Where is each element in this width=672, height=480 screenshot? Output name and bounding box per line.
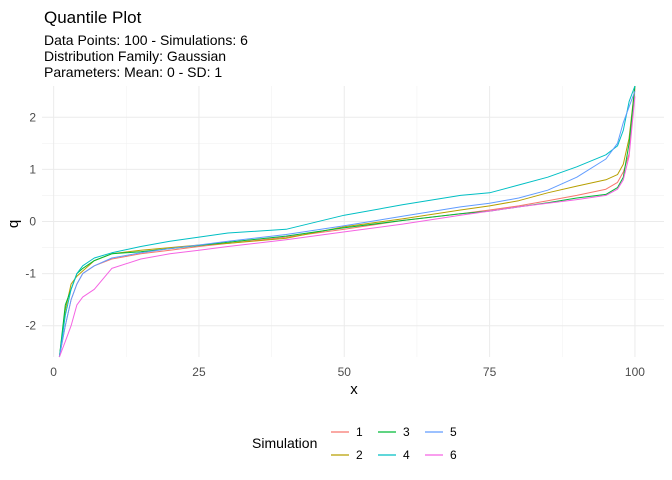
chart-subtitle-line-2: Distribution Family: Gaussian	[44, 48, 226, 64]
x-tick-label: 50	[338, 365, 352, 379]
legend-title: Simulation	[252, 435, 317, 451]
x-axis-ticks: 0 25 50 75 100	[50, 365, 645, 379]
y-tick-label: -1	[25, 267, 36, 281]
series-line-3	[58, 85, 636, 358]
chart-subtitle-line-1: Data Points: 100 - Simulations: 6	[44, 32, 248, 48]
legend-label-6: 6	[450, 448, 457, 462]
series-line-4	[58, 85, 636, 358]
x-tick-label: 0	[50, 365, 57, 379]
series-line-1	[58, 88, 636, 358]
legend: Simulation 1 2 3 4 5 6	[252, 425, 457, 462]
legend-label-1: 1	[356, 425, 363, 439]
legend-label-5: 5	[450, 425, 457, 439]
chart-subtitle-line-3: Parameters: Mean: 0 - SD: 1	[44, 64, 222, 80]
legend-label-3: 3	[403, 425, 410, 439]
series-line-5	[58, 91, 636, 358]
x-tick-label: 25	[192, 365, 206, 379]
y-tick-label: -2	[25, 319, 36, 333]
series-line-6	[58, 96, 636, 358]
y-axis-ticks: -2 -1 0 1 2	[25, 110, 36, 332]
x-tick-label: 75	[483, 365, 497, 379]
grid-lines	[42, 86, 664, 357]
y-axis-title: q	[5, 220, 22, 228]
y-tick-label: 1	[29, 162, 36, 176]
y-tick-label: 0	[29, 215, 36, 229]
series-lines	[58, 85, 636, 358]
x-axis-title: x	[350, 381, 358, 398]
legend-label-2: 2	[356, 448, 363, 462]
legend-label-4: 4	[403, 448, 410, 462]
chart-title: Quantile Plot	[44, 8, 142, 27]
x-tick-label: 100	[625, 365, 645, 379]
y-tick-label: 2	[29, 110, 36, 124]
